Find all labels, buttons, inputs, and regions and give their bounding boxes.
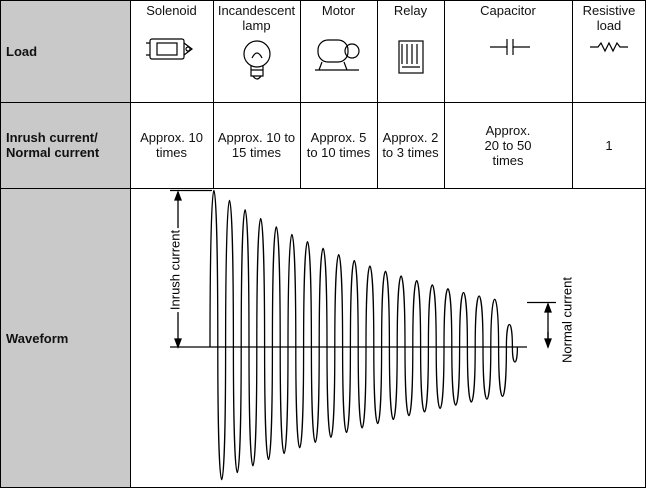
column-header: Resistive load (582, 3, 636, 33)
column-header: Incandescent lamp (217, 3, 296, 33)
icons (146, 38, 628, 80)
ratio-cell: Approx. 5 to 10 times (306, 130, 371, 160)
ratio-cell: 1 (605, 137, 613, 153)
waveform (209, 190, 519, 481)
ratio-cell: Approx. 2 to 3 times (382, 130, 439, 160)
column-header: Capacitor (480, 3, 536, 18)
ratio-cell: Approx. 10 to 15 times (217, 130, 296, 160)
arrowheads (174, 190, 552, 349)
ratio-cell: Approx. 10 times (140, 130, 203, 160)
inrush-label: Inrush current (167, 227, 183, 313)
waveform-diagram (170, 189, 556, 481)
column-header: Relay (393, 3, 428, 18)
row-header: Waveform (6, 330, 69, 346)
column-header: Motor (321, 3, 356, 18)
column-header: Solenoid (146, 3, 197, 18)
ratio-cell: Approx. 20 to 50 times (484, 122, 532, 168)
row-header: Load (6, 43, 38, 59)
normal-label: Normal current (559, 275, 575, 365)
row-header: Inrush current/ Normal current (6, 130, 100, 160)
header-column-bg (0, 0, 130, 488)
